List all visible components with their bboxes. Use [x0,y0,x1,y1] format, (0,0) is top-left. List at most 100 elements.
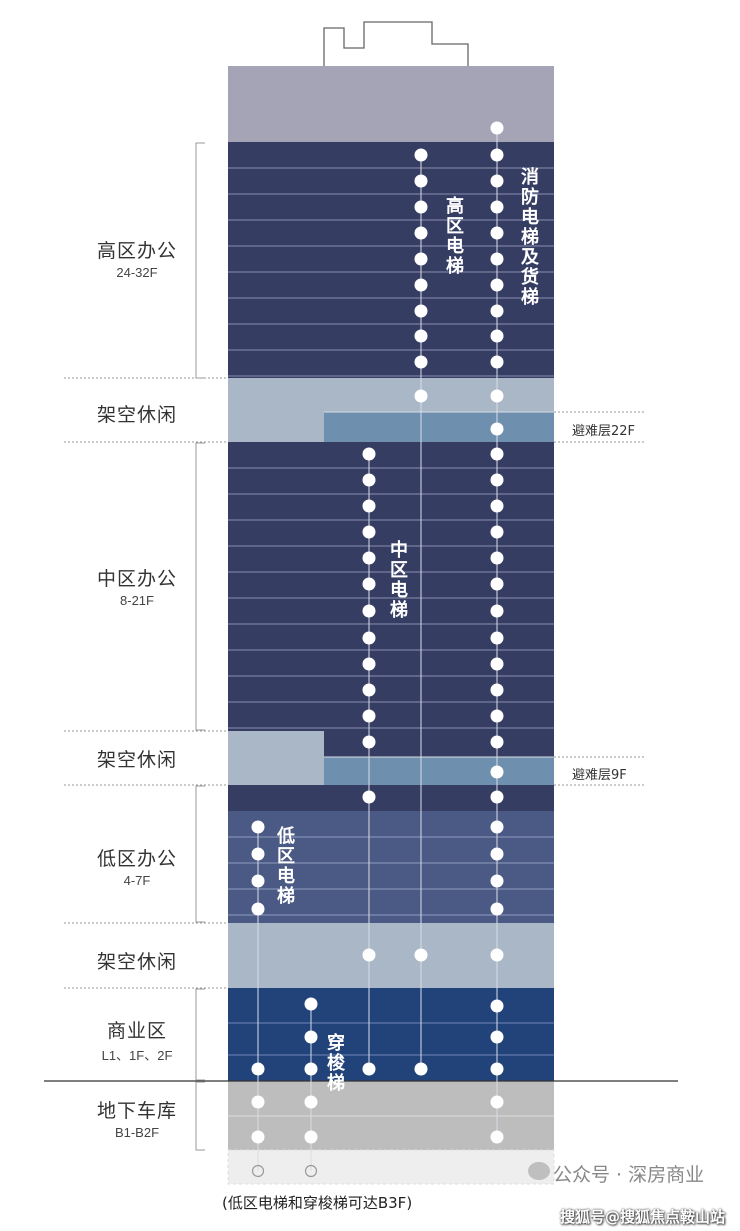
mid-elevator-stop [362,473,376,487]
fire-freight-elevator-stop [490,1030,504,1044]
wechat-icon [528,1162,550,1180]
mid-elevator-stop [362,657,376,671]
mid-elevator-stop [362,1062,376,1076]
zone-name: 架空休闲 [96,404,177,426]
fire-freight-elevator-stop [490,252,504,266]
fire-freight-elevator-stop [490,709,504,723]
zone-label-sky-lobby-3: 架空休闲 [42,947,232,974]
fire-freight-elevator-stop [490,525,504,539]
sky-lobby-3-block [228,923,554,988]
elevator-label-mid: 中区电梯 [387,540,408,620]
zone-name: 地下车库 [96,1100,177,1122]
fire-freight-elevator-stop [490,473,504,487]
high-elevator-stop [414,252,428,266]
high-elevator-stop [414,1062,428,1076]
low-elevator-stop [251,874,265,888]
low-elevator-stop [251,847,265,861]
roof-outline [323,21,469,66]
fire-freight-elevator-stop [490,1095,504,1109]
zone-floors: B1-B2F [114,1125,160,1140]
fire-freight-elevator-stop [490,790,504,804]
zone-name: 架空休闲 [96,951,177,973]
fire-freight-elevator-stop [490,735,504,749]
zone-floors: L1、1F、2F [101,1048,173,1063]
high-elevator-stop [414,226,428,240]
zone-name: 架空休闲 [96,749,177,771]
refuge-floor-label-9f: 避难层9F [572,768,627,783]
zone-label-high-office: 高区办公 24-32F [42,236,232,280]
floor-lines [228,167,554,1117]
roof-block [228,66,554,142]
sky-lobby-2-block [228,731,324,785]
shuttle-elevator-b3-stop [304,1164,318,1178]
elevator-label-high: 高区电梯 [443,196,464,276]
refuge-22f-block [324,412,554,442]
zone-bracket [195,442,205,731]
high-elevator-stop [414,174,428,188]
fire-freight-elevator-stop [490,999,504,1013]
low-elevator-stop [251,1095,265,1109]
shuttle-elevator-stop [304,1062,318,1076]
high-elevator-stop [414,389,428,403]
low-elevator-stop [251,1062,265,1076]
fire-freight-elevator-stop [490,683,504,697]
zone-label-sky-lobby-2: 架空休闲 [42,745,232,772]
watermark-sohu: 搜狐号@搜狐焦点鞍山站 [560,1208,726,1226]
fire-freight-elevator-stop [490,604,504,618]
zone-label-mid-office: 中区办公 8-21F [42,564,232,608]
high-elevator-stop [414,304,428,318]
mid-elevator-stop [362,683,376,697]
shuttle-elevator-stop [304,1095,318,1109]
fire-freight-elevator-stop [490,1130,504,1144]
zone-label-retail: 商业区 L1、1F、2F [42,1016,232,1064]
fire-freight-elevator-stop [490,577,504,591]
watermark-official-account: 公众号 · 深房商业 [553,1164,705,1186]
fire-freight-elevator-stop [490,447,504,461]
fire-freight-elevator-stop [490,148,504,162]
high-elevator-stop [414,148,428,162]
mid-elevator-stop [362,735,376,749]
sky-lobby-1-lower-block [228,412,324,442]
diagram-caption: (低区电梯和穿梭梯可达B3F) [222,1194,413,1212]
zone-floors: 4-7F [123,873,151,888]
low-elevator-stop [251,820,265,834]
zone-bracket [195,988,205,1081]
fire-freight-elevator-stop [490,121,504,135]
low-elevator-stop [251,1130,265,1144]
floor-blocks [227,21,555,1185]
high-elevator-stop [414,200,428,214]
refuge-9f-block [324,757,554,785]
elevator-label-fire-freight: 消防电梯及货梯 [518,167,539,307]
mid-office-lower-block [228,785,554,811]
basement-b3-block [227,1149,555,1185]
fire-freight-elevator-stop [490,174,504,188]
fire-freight-elevator-stop [490,1062,504,1076]
zone-name: 商业区 [106,1020,167,1042]
zone-floors: 8-21F [120,593,154,608]
zone-label-low-office: 低区办公 4-7F [42,844,232,888]
shuttle-elevator-stop [304,1030,318,1044]
mid-elevator-stop [362,604,376,618]
mid-elevator-stop [362,631,376,645]
zone-floors: 24-32F [116,265,158,280]
fire-freight-elevator-stop [490,422,504,436]
sky-lobby-1-block [228,378,554,412]
high-elevator-stop [414,355,428,369]
fire-freight-elevator-stop [490,874,504,888]
fire-freight-elevator-stop [490,948,504,962]
mid-elevator-stop [362,499,376,513]
zone-bracket [195,142,205,379]
high-office-block [228,142,554,378]
fire-freight-elevator-stop [490,902,504,916]
fire-freight-elevator-stop [490,329,504,343]
high-elevator-stop [414,329,428,343]
fire-freight-elevator-stop [490,847,504,861]
zone-name: 中区办公 [96,568,177,590]
elevator-stops [251,121,504,1178]
zone-label-parking: 地下车库 B1-B2F [42,1096,232,1140]
fire-freight-elevator-stop [490,200,504,214]
zone-name: 高区办公 [96,240,177,262]
mid-elevator-stop [362,948,376,962]
elevator-label-shuttle: 穿梭梯 [324,1033,345,1093]
